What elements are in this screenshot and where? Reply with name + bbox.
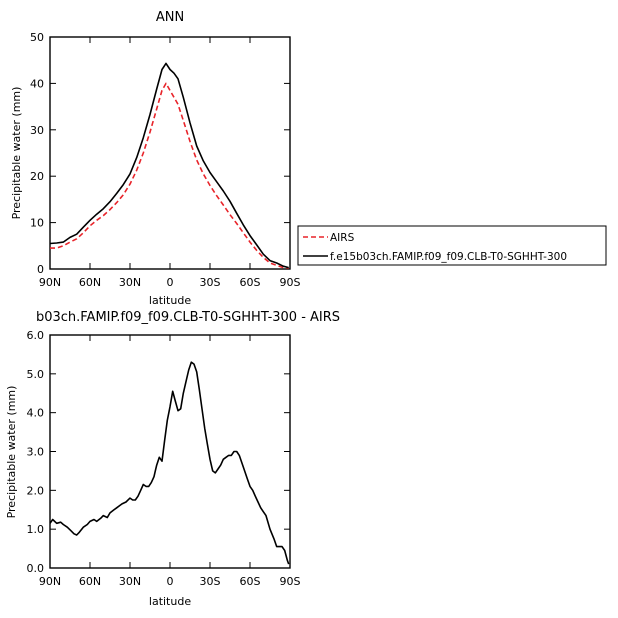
top-x-tick-label: 60N bbox=[79, 276, 101, 289]
bottom-y-tick-label: 6.0 bbox=[27, 329, 45, 342]
top-series-line-1 bbox=[49, 62, 289, 269]
annual-mean-panel: ANN 90N 60N 30N 0 30S 60S 90S 0 10 20 30 40 50 latit… bbox=[10, 10, 301, 307]
top-plot-frame bbox=[49, 36, 291, 270]
top-x-tick-label: 30S bbox=[200, 276, 221, 289]
bottom-x-tick-label: 90S bbox=[280, 575, 301, 588]
top-y-tick-label: 20 bbox=[30, 170, 44, 183]
bottom-x-tick-label: 0 bbox=[167, 575, 174, 588]
bottom-x-axis-title: latitude bbox=[149, 595, 191, 608]
bottom-y-tick-label: 0.0 bbox=[27, 562, 45, 575]
bottom-y-tick-label: 1.0 bbox=[27, 523, 45, 536]
top-x-tick-label: 90N bbox=[39, 276, 61, 289]
legend-label-model: f.e15b03ch.FAMIP.f09_f09.CLB-T0-SGHHT-30… bbox=[330, 251, 567, 263]
bottom-x-tick-label: 60N bbox=[79, 575, 101, 588]
legend-box bbox=[297, 225, 607, 266]
bottom-y-tick-label: 4.0 bbox=[27, 407, 45, 420]
bottom-series-line-0 bbox=[49, 361, 290, 565]
top-plot-title: ANN bbox=[156, 10, 184, 25]
bottom-x-tick-label: 30S bbox=[200, 575, 221, 588]
bottom-y-tick-label: 2.0 bbox=[27, 484, 45, 497]
top-y-tick-label: 0 bbox=[37, 263, 44, 276]
top-x-tick-label: 90S bbox=[280, 276, 301, 289]
top-y-axis-title: Precipitable water (mm) bbox=[10, 87, 23, 220]
top-y-tick-label: 30 bbox=[30, 124, 44, 137]
legend: AIRS f.e15b03ch.FAMIP.f09_f09.CLB-T0-SGH… bbox=[297, 225, 607, 266]
top-x-axis-title: latitude bbox=[149, 294, 191, 307]
top-y-tick-label: 50 bbox=[30, 31, 44, 44]
top-x-tick-label: 30N bbox=[119, 276, 141, 289]
bottom-y-tick-label: 5.0 bbox=[27, 368, 45, 381]
bottom-x-tick-label: 60S bbox=[240, 575, 261, 588]
top-x-tick-label: 0 bbox=[167, 276, 174, 289]
bottom-plot-title: b03ch.FAMIP.f09_f09.CLB-T0-SGHHT-300 - A… bbox=[36, 310, 340, 325]
bottom-x-tick-label: 90N bbox=[39, 575, 61, 588]
top-y-tick-label: 10 bbox=[30, 217, 44, 230]
top-x-tick-label: 60S bbox=[240, 276, 261, 289]
top-series-line-0 bbox=[50, 82, 289, 269]
bottom-plot-frame bbox=[49, 334, 291, 569]
bottom-x-tick-label: 30N bbox=[119, 575, 141, 588]
top-y-tick-label: 40 bbox=[30, 77, 44, 90]
difference-panel: b03ch.FAMIP.f09_f09.CLB-T0-SGHHT-300 - A… bbox=[5, 310, 340, 608]
legend-label-airs: AIRS bbox=[330, 232, 355, 244]
bottom-y-axis-title: Precipitable water (mm) bbox=[5, 386, 18, 519]
bottom-y-tick-label: 3.0 bbox=[27, 446, 45, 459]
